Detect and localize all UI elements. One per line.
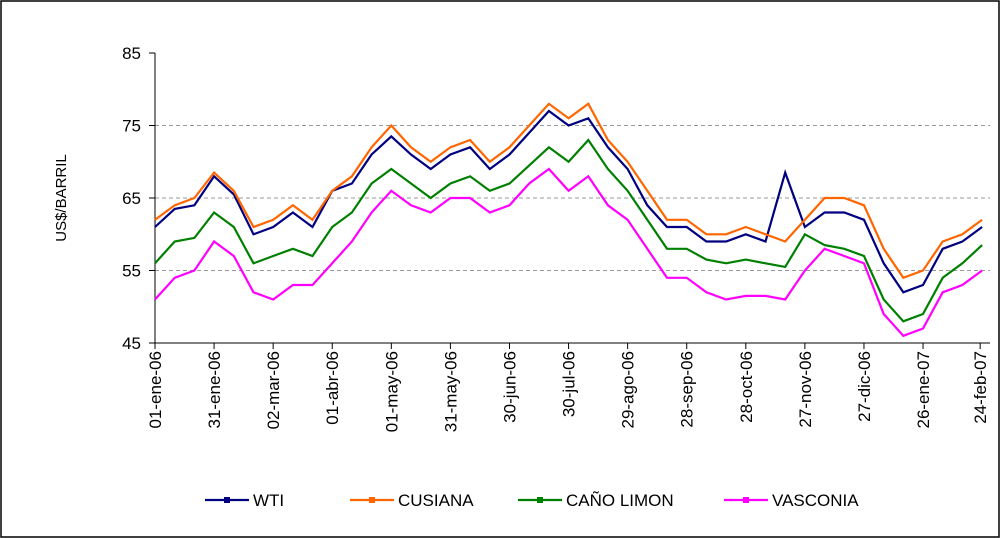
x-tick-label: 27-dic-06 bbox=[855, 351, 874, 422]
x-tick-label: 30-jun-06 bbox=[500, 351, 519, 423]
legend-marker bbox=[369, 497, 375, 503]
series-line bbox=[154, 138, 983, 323]
x-tick-label: 29-ago-06 bbox=[619, 351, 638, 429]
series-line bbox=[154, 102, 983, 280]
legend-marker bbox=[743, 497, 749, 503]
x-tick-label: 31-may-06 bbox=[441, 351, 460, 432]
y-axis-label: US$/BARRIL bbox=[53, 154, 70, 242]
legend-label: CUSIANA bbox=[398, 491, 474, 510]
legend-label: WTI bbox=[253, 491, 284, 510]
x-tick-label: 01-ene-06 bbox=[146, 351, 165, 429]
series-line bbox=[154, 109, 983, 294]
x-tick-label: 02-mar-06 bbox=[264, 351, 283, 429]
y-tick-label: 75 bbox=[122, 117, 141, 136]
x-tick-label: 28-oct-06 bbox=[737, 351, 756, 423]
x-tick-label: 01-may-06 bbox=[382, 351, 401, 432]
x-tick-label: 27-nov-06 bbox=[796, 351, 815, 428]
series-line bbox=[154, 167, 983, 338]
legend-marker bbox=[537, 497, 543, 503]
x-tick-label: 01-abr-06 bbox=[323, 351, 342, 425]
y-tick-label: 85 bbox=[122, 44, 141, 63]
y-tick-label: 65 bbox=[122, 189, 141, 208]
legend-label: VASCONIA bbox=[772, 491, 859, 510]
x-tick-label: 31-ene-06 bbox=[205, 351, 224, 429]
x-tick-label: 30-jul-06 bbox=[560, 351, 579, 417]
y-tick-label: 55 bbox=[122, 262, 141, 281]
legend-label: CAÑO LIMON bbox=[566, 491, 674, 510]
x-tick-label: 24-feb-07 bbox=[971, 351, 990, 424]
y-tick-label: 45 bbox=[122, 334, 141, 353]
x-tick-label: 26-ene-07 bbox=[914, 351, 933, 429]
legend-marker bbox=[224, 497, 230, 503]
x-tick-label: 28-sep-06 bbox=[678, 351, 697, 428]
